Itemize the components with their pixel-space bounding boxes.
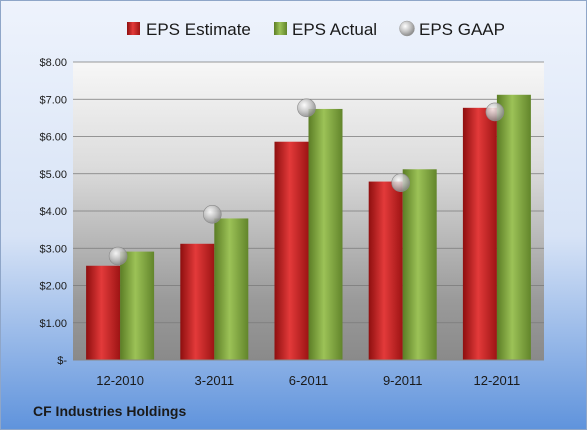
legend-label-gaap: EPS GAAP [419,20,505,39]
marker-eps-gaap [485,102,505,122]
legend-swatch-actual [274,22,287,35]
y-tick-label: $2.00 [39,281,67,293]
bar-eps-actual [496,94,531,360]
bar-eps-estimate [86,265,121,360]
y-tick-label: $1.00 [39,318,67,330]
x-category-label: 9-2011 [383,373,423,388]
x-category-label: 3-2011 [195,373,235,388]
marker-eps-gaap [297,98,316,118]
legend-label-estimate: EPS Estimate [146,20,251,39]
y-axis-ticks: $- $1.00 $2.00 $3.00 $4.00 $5.00 $6.00 $7.00 $8.… [39,57,67,367]
y-tick-label: $- [57,355,67,367]
x-axis-categories: 12-2010 3-2011 6-2011 9-2011 12-2011 [96,373,520,388]
gaap-markers [108,98,505,266]
y-tick-label: $7.00 [39,94,67,106]
y-tick-label: $8.00 [39,57,67,69]
marker-eps-gaap [203,205,222,224]
legend-label-actual: EPS Actual [292,20,377,39]
y-tick-label: $3.00 [39,243,67,255]
legend: EPS Estimate EPS Actual EPS GAAP [127,20,505,39]
x-category-label: 12-2011 [474,373,521,388]
y-tick-label: $6.00 [39,132,67,144]
legend-swatch-estimate [127,22,140,35]
company-name: CF Industries Holdings [33,403,186,419]
bar-eps-estimate [368,181,403,360]
bar-eps-estimate [180,243,215,360]
bars [86,94,531,360]
y-tick-label: $5.00 [39,169,67,181]
x-category-label: 12-2010 [96,373,144,388]
x-category-label: 6-2011 [289,373,329,388]
bar-eps-actual [402,169,437,360]
marker-eps-gaap [391,173,411,192]
bar-eps-estimate [274,141,309,360]
bar-eps-estimate [462,107,497,360]
bar-eps-actual [308,108,343,360]
y-tick-label: $4.00 [39,206,67,218]
marker-eps-gaap [108,246,128,266]
legend-swatch-gaap [399,20,415,37]
bar-eps-actual [120,251,155,360]
bar-eps-actual [214,218,249,360]
